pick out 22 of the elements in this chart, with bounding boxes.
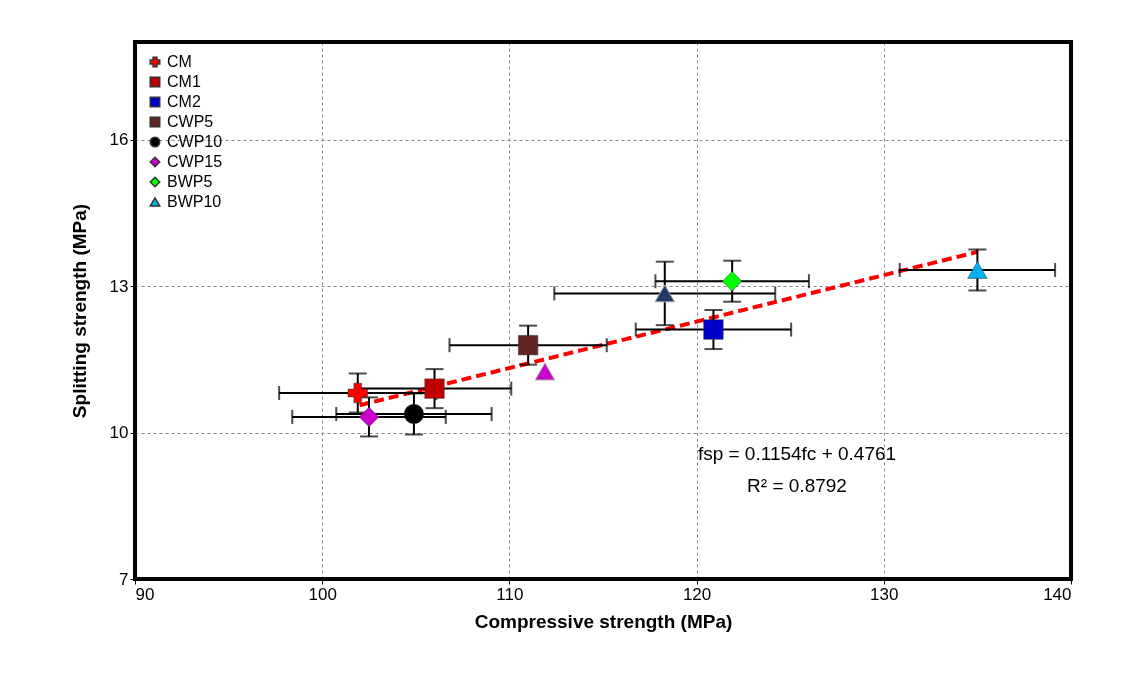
legend-label: BWP5 [167, 173, 213, 190]
y-axis-title: Splitting strength (MPa) [68, 203, 90, 419]
y-tick-label: 13 [109, 276, 129, 296]
x-tick-label: 90 [135, 584, 155, 604]
x-tick-label: 110 [496, 584, 524, 604]
y-tick-label: 16 [109, 130, 129, 150]
legend-label: CM1 [167, 73, 201, 90]
x-axis-title: Compressive strength (MPa) [474, 610, 733, 632]
y-tick-label: 7 [119, 569, 129, 589]
x-tick-label: 130 [870, 584, 899, 604]
legend-label: CWP15 [167, 153, 223, 170]
y-tick-label: 10 [109, 423, 129, 443]
annotation: fsp = 0.1154fc + 0.4761 [697, 443, 897, 464]
legend-label: CM2 [167, 93, 201, 110]
x-tick-label: 100 [308, 584, 337, 604]
legend-label: CWP10 [167, 133, 223, 150]
legend-label: CM [167, 53, 192, 70]
x-tick-label: 140 [1043, 584, 1072, 604]
annotation: R² = 0.8792 [747, 475, 847, 496]
x-tick-label: 120 [682, 584, 712, 604]
legend-label: CWP5 [167, 113, 214, 130]
legend-label: BWP10 [167, 193, 222, 210]
